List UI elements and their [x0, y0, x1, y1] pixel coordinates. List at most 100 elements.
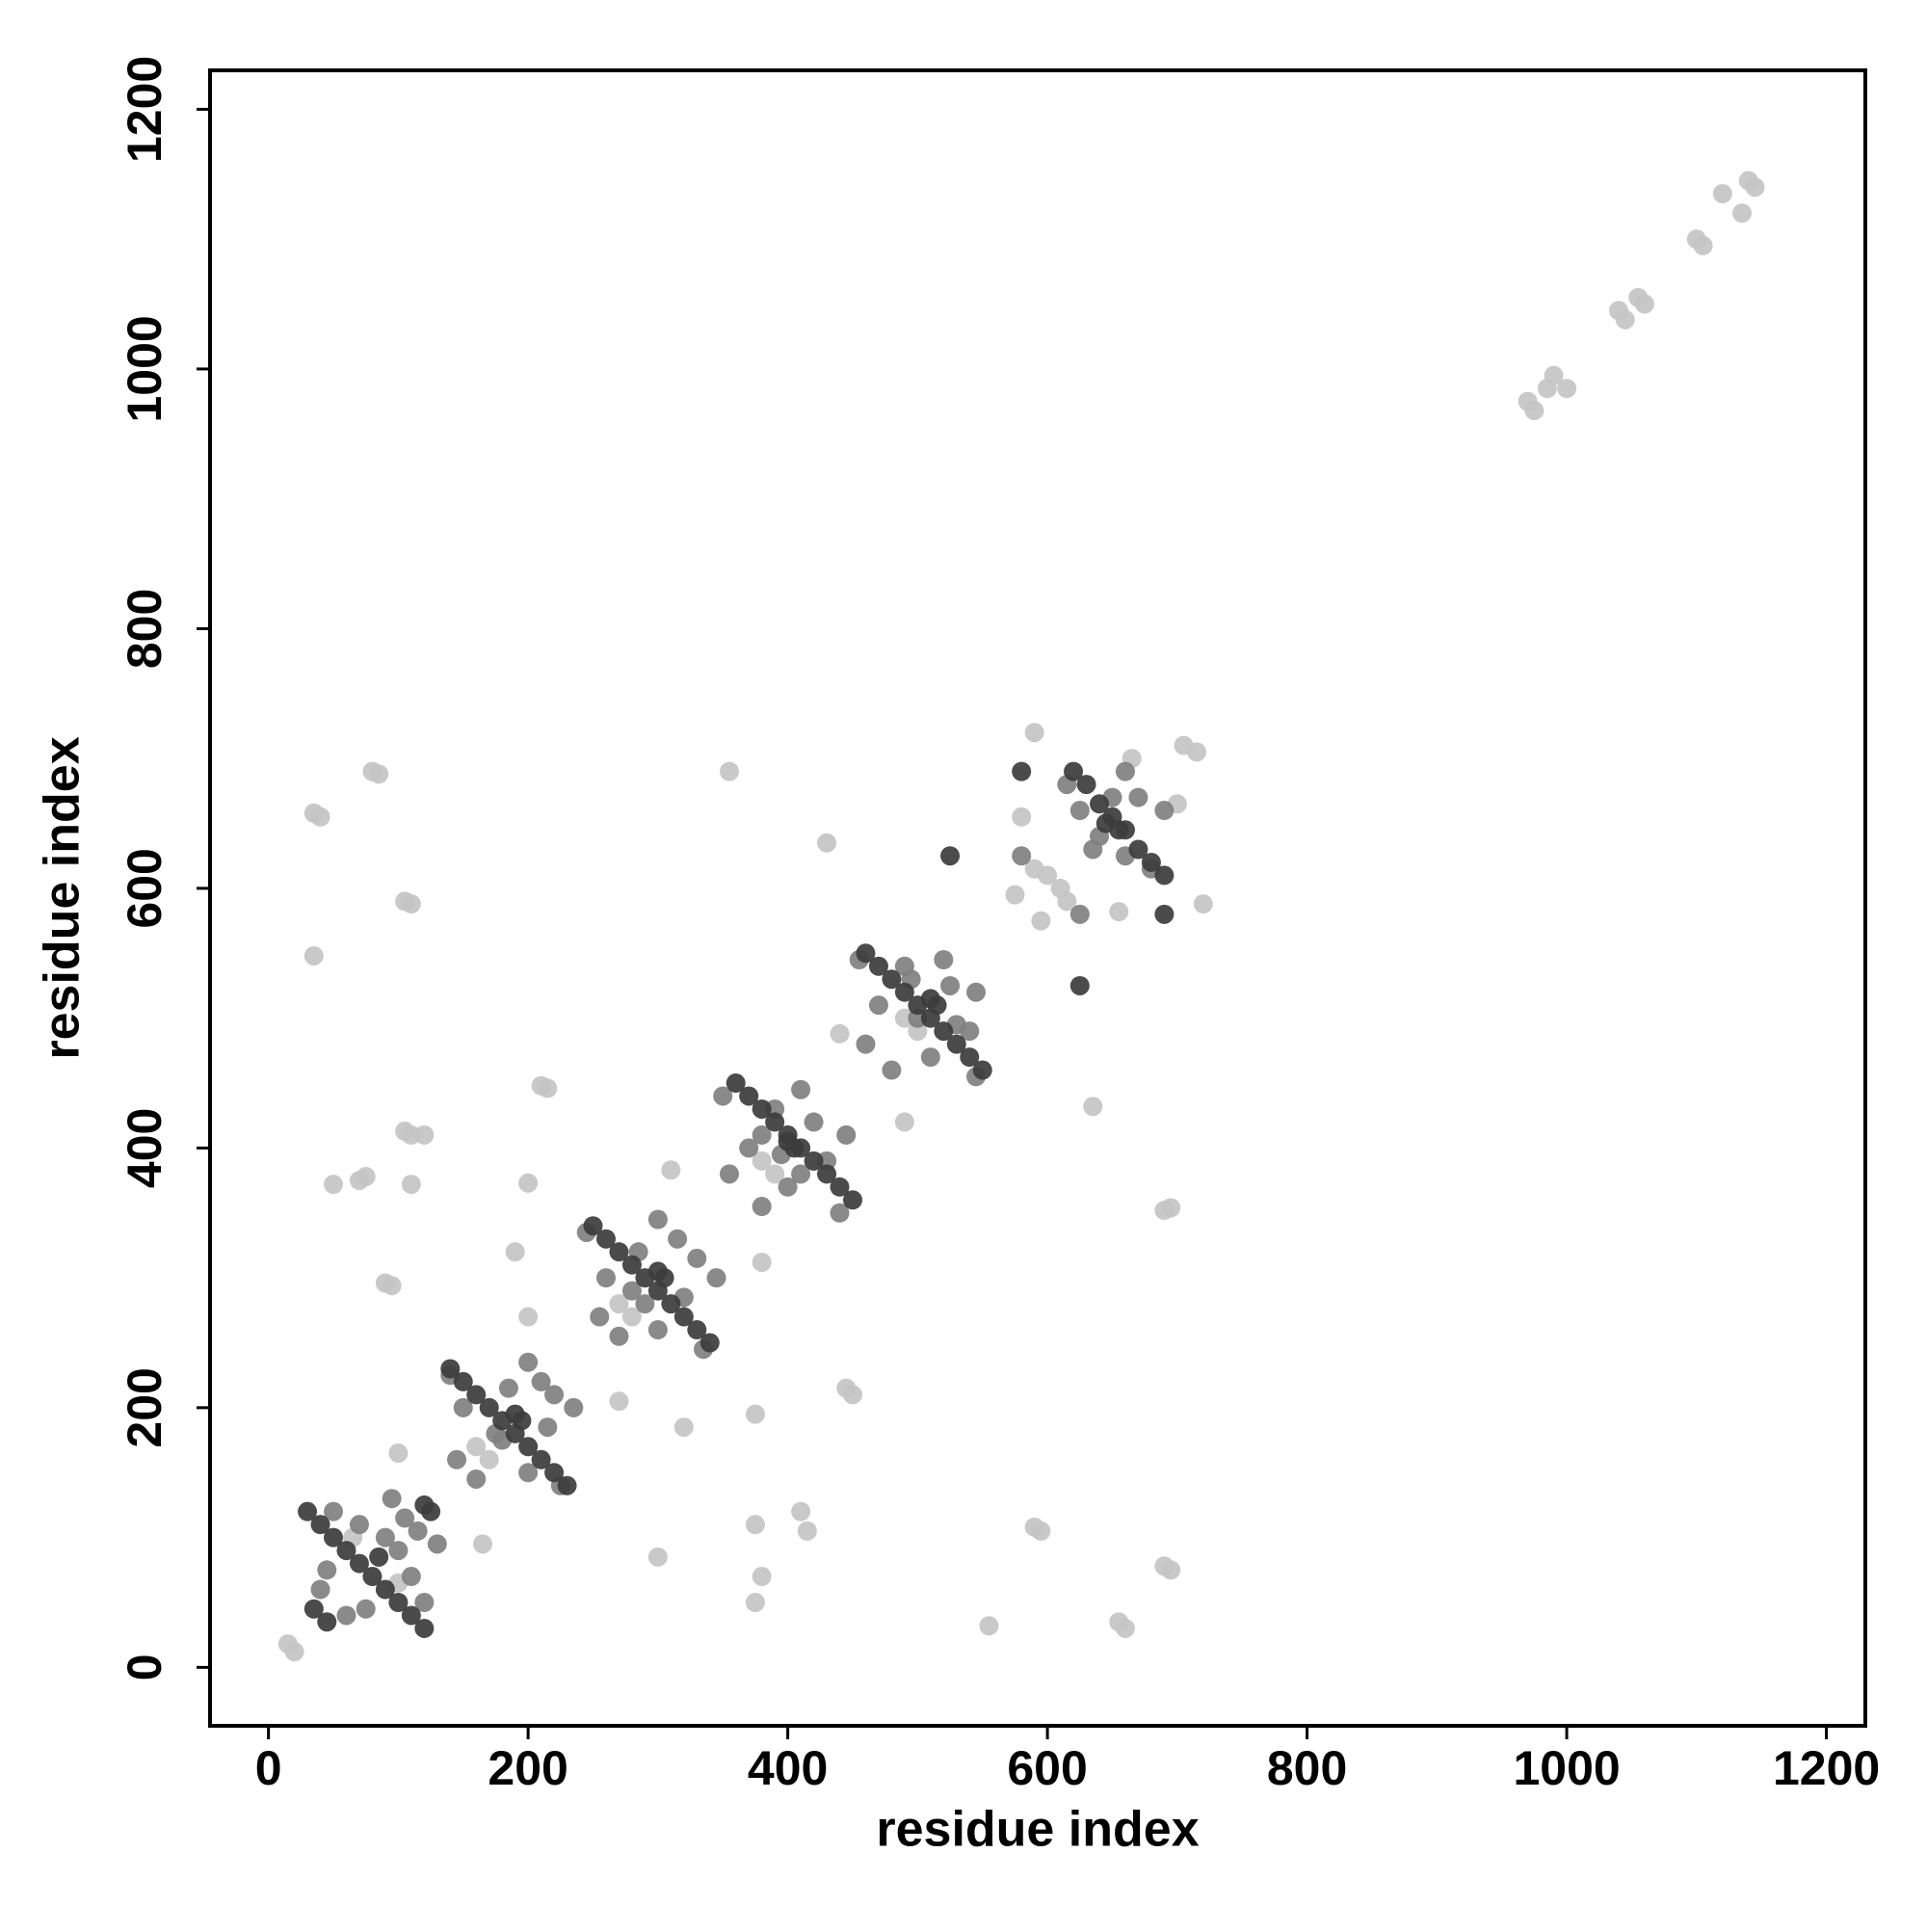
contact-point: [1012, 761, 1032, 781]
x-tick-label: 1200: [1773, 1741, 1880, 1795]
contact-point: [512, 1411, 532, 1431]
contact-point: [1693, 235, 1713, 255]
contact-point: [647, 1320, 668, 1340]
y-axis-title: residue index: [35, 736, 91, 1059]
x-tick-label: 0: [255, 1741, 282, 1795]
contact-point: [927, 995, 947, 1016]
contact-point: [310, 1579, 330, 1600]
contact-point: [687, 1320, 707, 1340]
contact-point: [856, 1034, 876, 1054]
contact-point: [1615, 309, 1635, 330]
contact-point: [1154, 801, 1175, 821]
contact-point: [304, 1599, 324, 1619]
contact-point: [1083, 839, 1103, 860]
contact-point: [894, 982, 914, 1002]
contact-point: [590, 1307, 610, 1327]
contact-point: [1745, 177, 1765, 198]
contact-point: [538, 1078, 558, 1098]
contact-point: [946, 1034, 966, 1054]
contact-point: [882, 969, 902, 990]
contact-point: [791, 1079, 811, 1099]
contact-point: [388, 1592, 409, 1612]
contact-point: [349, 1553, 369, 1574]
contact-point: [518, 1352, 539, 1372]
contact-point: [791, 1501, 811, 1522]
contact-point: [965, 982, 986, 1002]
y-tick-label: 1200: [118, 56, 172, 163]
contact-point: [635, 1294, 655, 1314]
contact-point: [1524, 401, 1544, 421]
contact-point: [518, 1463, 539, 1483]
contact-point: [1064, 761, 1084, 781]
contact-point: [382, 1489, 402, 1509]
x-tick-label: 400: [748, 1741, 828, 1795]
contact-point: [583, 1216, 603, 1236]
contact-point: [349, 1515, 369, 1535]
contact-point: [784, 1138, 805, 1158]
contact-point: [934, 950, 954, 970]
contact-point: [1187, 742, 1207, 762]
contact-point: [791, 1164, 811, 1184]
contact-point: [719, 761, 739, 781]
contact-point: [466, 1385, 487, 1405]
contact-point: [647, 1547, 668, 1567]
contact-point: [466, 1437, 487, 1457]
contact-point: [518, 1173, 539, 1193]
contact-point: [609, 1294, 629, 1314]
contact-point: [661, 1160, 681, 1180]
contact-point: [609, 1326, 629, 1346]
contact-point: [765, 1112, 785, 1132]
contact-point: [706, 1268, 726, 1288]
contact-point: [1024, 723, 1044, 743]
contact-point: [1115, 761, 1135, 781]
contact-point: [1193, 894, 1213, 914]
contact-point: [440, 1359, 461, 1379]
contact-point: [940, 846, 961, 866]
x-tick-label: 1000: [1513, 1741, 1620, 1795]
contact-point: [1069, 801, 1090, 821]
contact-point: [401, 1605, 421, 1626]
contact-point: [673, 1417, 694, 1438]
contact-point: [414, 1618, 435, 1638]
contact-point: [498, 1378, 518, 1398]
contact-point: [356, 1167, 376, 1187]
contact-point: [369, 764, 389, 784]
contact-point: [1083, 1097, 1103, 1117]
contact-point: [388, 1443, 409, 1464]
contact-point: [401, 1567, 421, 1587]
contact-point: [362, 1567, 383, 1587]
contact-point: [401, 1175, 421, 1195]
contact-point: [960, 1021, 980, 1042]
contact-point: [324, 1501, 344, 1522]
contact-point: [466, 1469, 487, 1489]
contact-point: [1544, 365, 1564, 385]
contact-point: [388, 1541, 409, 1561]
contact-point: [1012, 807, 1032, 827]
contact-point: [700, 1333, 720, 1353]
contact-point: [317, 1560, 337, 1580]
contact-point: [414, 1125, 435, 1145]
contact-point: [401, 894, 421, 914]
contact-point: [842, 1190, 862, 1210]
contact-point: [979, 1616, 999, 1636]
contact-point: [479, 1449, 499, 1469]
contact-point: [1161, 1198, 1181, 1218]
contact-point: [317, 1612, 337, 1632]
contact-point: [1154, 865, 1175, 886]
contact-point: [745, 1592, 765, 1612]
contact-point: [324, 1527, 344, 1548]
contact-point: [1712, 184, 1732, 204]
contact-point: [564, 1397, 584, 1417]
contact-point: [1005, 885, 1025, 905]
y-tick-label: 200: [118, 1367, 172, 1447]
contact-point: [595, 1268, 616, 1288]
x-tick-label: 800: [1267, 1741, 1347, 1795]
contact-point: [375, 1579, 395, 1600]
contact-point: [842, 1385, 862, 1405]
contact-point: [1090, 794, 1110, 814]
contact-point: [531, 1449, 551, 1469]
contact-point: [538, 1417, 558, 1438]
contact-point: [830, 1023, 850, 1044]
contact-point: [621, 1281, 642, 1301]
